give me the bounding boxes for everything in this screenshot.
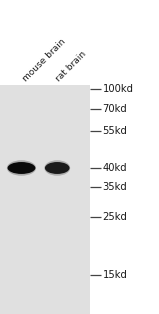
Ellipse shape [7, 160, 36, 176]
Text: 15kd: 15kd [103, 270, 127, 280]
Text: mouse brain: mouse brain [21, 37, 67, 83]
Ellipse shape [8, 162, 35, 174]
Bar [0, 85, 90, 314]
Text: 70kd: 70kd [103, 104, 127, 114]
Text: 40kd: 40kd [103, 163, 127, 173]
Ellipse shape [44, 160, 70, 176]
Text: 100kd: 100kd [103, 84, 134, 95]
Ellipse shape [45, 162, 70, 174]
Text: 25kd: 25kd [103, 212, 127, 222]
Text: 55kd: 55kd [103, 126, 127, 136]
Text: rat brain: rat brain [54, 49, 88, 83]
Text: 35kd: 35kd [103, 182, 127, 192]
